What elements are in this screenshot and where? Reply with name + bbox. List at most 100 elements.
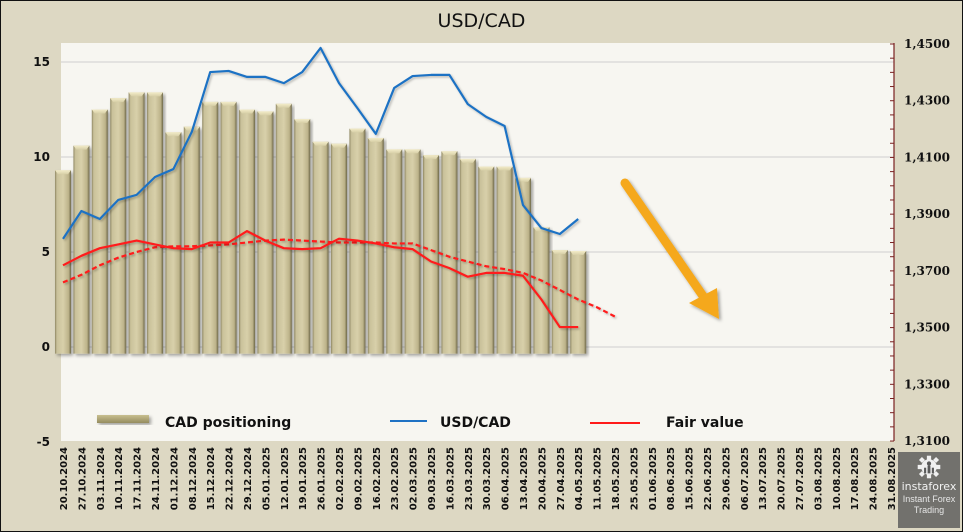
bar-cap: [220, 101, 237, 106]
x-axis-tick-label: 10.08.2025: [832, 447, 843, 510]
bar-cap: [478, 166, 495, 171]
bar-body: [496, 166, 513, 354]
gridlines: [61, 61, 894, 348]
bar-body: [73, 145, 90, 354]
right-axis-tick-label: 1,3500: [904, 321, 950, 335]
instaforex-watermark: instaforex Instant Forex Trading: [898, 452, 960, 528]
bar-body: [533, 227, 550, 354]
right-axis-tick-label: 1,3900: [904, 207, 950, 221]
bar-cad-positioning: [147, 92, 163, 354]
bar-cad-positioning: [441, 151, 458, 354]
bar-cap: [147, 92, 163, 97]
bar-cad-positioning: [386, 149, 403, 354]
bar-body: [294, 119, 311, 354]
bar-cap: [275, 103, 292, 108]
bar-body: [110, 98, 127, 354]
arrow-shaft: [620, 178, 708, 301]
x-axis-tick-label: 29.06.2025: [721, 447, 732, 510]
right-axis-tick-label: 1,4100: [904, 150, 950, 164]
bar-cad-positioning: [73, 145, 90, 354]
right-axis-tick-label: 1,3100: [904, 434, 950, 448]
bar-body: [423, 155, 439, 354]
bar-body: [220, 101, 237, 354]
bar-cap: [110, 98, 127, 103]
bar-cad-positioning: [294, 119, 311, 354]
x-axis-tick-label: 15.12.2024: [206, 447, 217, 510]
bar-cad-positioning: [478, 166, 495, 354]
bar-cap: [128, 92, 145, 97]
gear-logo-icon: [917, 455, 941, 479]
bar-cad-positioning: [202, 101, 219, 354]
bar-body: [55, 170, 71, 354]
bar-cap: [257, 111, 274, 116]
left-axis-tick-label: -5: [37, 435, 50, 449]
bar-body: [367, 138, 384, 354]
bar-body: [331, 143, 347, 354]
trend-arrow: [620, 178, 719, 319]
right-axis: 1,3100 1,3300 1,3500 1,3700 1,3900 1,4100 1,43…: [890, 37, 950, 448]
bar-cap: [570, 251, 587, 256]
bar-cap: [459, 158, 476, 163]
x-axis-tick-label: 27.07.2025: [795, 447, 806, 510]
bar-body: [478, 166, 495, 354]
bar-cad-positioning: [257, 111, 274, 354]
left-axis: -5 0 5 10 15: [33, 55, 50, 449]
bar-cap: [55, 170, 71, 175]
bar-body: [386, 149, 403, 354]
x-axis-tick-label: 20.04.2025: [537, 447, 548, 510]
bar-cad-positioning: [275, 103, 292, 354]
x-axis-tick-label: 08.12.2024: [188, 447, 199, 510]
x-axis: 20.10.2024 27.10.2024 03.11.2024 10.11.2024…: [59, 447, 898, 510]
legend-label-usdcad: USD/CAD: [440, 415, 511, 431]
right-axis-tick-label: 1,4300: [904, 94, 950, 108]
bar-cad-positioning: [496, 166, 513, 354]
bar-body: [147, 92, 163, 354]
line-series: [62, 46, 616, 329]
x-axis-tick-label: 12.01.2025: [280, 447, 291, 510]
x-axis-tick-label: 26.01.2025: [317, 447, 328, 510]
x-axis-tick-label: 02.02.2025: [335, 447, 346, 510]
right-axis-tick-label: 1,3300: [904, 377, 950, 391]
x-axis-tick-label: 20.10.2024: [59, 447, 70, 510]
bar-cad-positioning: [165, 132, 182, 354]
bar-body: [202, 101, 219, 354]
x-axis-tick-label: 09.03.2025: [427, 447, 438, 510]
x-axis-tick-label: 27.04.2025: [556, 447, 567, 510]
bar-cap: [515, 177, 531, 182]
bar-cad-positioning: [459, 158, 476, 354]
x-axis-tick-label: 17.08.2025: [850, 447, 861, 510]
bar-cap: [367, 138, 384, 142]
bar-cad-positioning: [55, 170, 71, 354]
x-axis-tick-label: 06.07.2025: [740, 447, 751, 510]
bar-cad-positioning: [533, 227, 550, 354]
bar-cap: [331, 143, 347, 148]
x-axis-tick-label: 03.08.2025: [813, 447, 824, 510]
x-axis-tick-label: 18.05.2025: [611, 447, 622, 510]
x-axis-tick-label: 09.02.2025: [353, 447, 364, 510]
bar-body: [551, 250, 568, 354]
bar-cap: [496, 166, 513, 171]
x-axis-tick-label: 05.01.2025: [261, 447, 272, 510]
right-axis-tick-label: 1,3700: [904, 264, 950, 278]
bar-cap: [73, 145, 90, 150]
bar-cap: [551, 250, 568, 255]
x-axis-tick-label: 25.05.2025: [629, 447, 640, 510]
bar-body: [459, 158, 476, 354]
brand-tagline: Instant Forex Trading: [902, 494, 956, 515]
bar-cad-positioning: [220, 101, 237, 354]
bar-cap: [202, 101, 219, 106]
x-axis-tick-label: 24.08.2025: [869, 447, 880, 510]
x-axis-tick-label: 17.11.2024: [133, 447, 144, 510]
left-axis-tick-label: 0: [42, 340, 50, 354]
brand-name: instaforex: [901, 480, 957, 493]
bar-cap: [312, 141, 329, 146]
x-axis-tick-label: 24.11.2024: [151, 447, 162, 510]
bar-cad-positioning: [128, 92, 145, 354]
bar-cap: [349, 128, 366, 133]
left-axis-tick-label: 10: [33, 150, 50, 164]
bar-cad-positioning: [91, 109, 108, 354]
bar-cad-positioning: [110, 98, 127, 354]
x-axis-tick-label: 29.12.2024: [243, 447, 254, 510]
legend-swatch-cad-positioning: [97, 415, 149, 423]
